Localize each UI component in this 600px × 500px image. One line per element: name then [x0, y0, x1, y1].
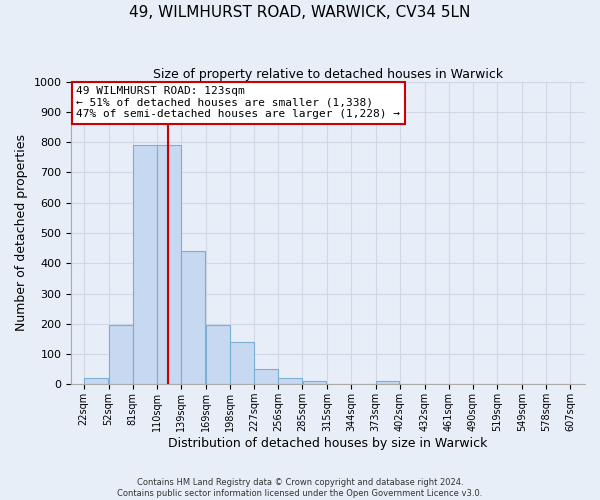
Title: Size of property relative to detached houses in Warwick: Size of property relative to detached ho…	[153, 68, 503, 80]
Bar	[278, 378, 302, 384]
Bar	[206, 326, 230, 384]
Text: 49, WILMHURST ROAD, WARWICK, CV34 5LN: 49, WILMHURST ROAD, WARWICK, CV34 5LN	[130, 5, 470, 20]
Bar	[157, 145, 181, 384]
Bar	[109, 326, 133, 384]
Bar	[230, 342, 254, 384]
Text: 49 WILMHURST ROAD: 123sqm
← 51% of detached houses are smaller (1,338)
47% of se: 49 WILMHURST ROAD: 123sqm ← 51% of detac…	[76, 86, 400, 120]
Y-axis label: Number of detached properties: Number of detached properties	[15, 134, 28, 332]
Bar	[302, 382, 326, 384]
Bar	[376, 382, 400, 384]
Bar	[84, 378, 107, 384]
X-axis label: Distribution of detached houses by size in Warwick: Distribution of detached houses by size …	[169, 437, 488, 450]
Bar	[133, 145, 157, 384]
Bar	[181, 251, 205, 384]
Bar	[254, 369, 278, 384]
Text: Contains HM Land Registry data © Crown copyright and database right 2024.
Contai: Contains HM Land Registry data © Crown c…	[118, 478, 482, 498]
